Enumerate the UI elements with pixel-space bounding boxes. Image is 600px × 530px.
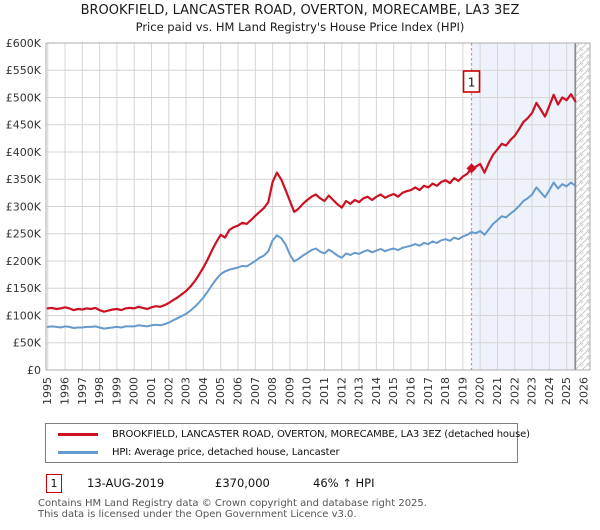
x-tick-label: 2000	[128, 377, 141, 405]
transaction-row[interactable]: 1 13-AUG-2019 £370,000 46% ↑ HPI	[0, 473, 600, 495]
x-tick-label: 2010	[301, 377, 314, 405]
x-tick-label: 2012	[335, 377, 348, 405]
sale-marker[interactable]	[466, 163, 477, 174]
y-tick-label: £350K	[6, 173, 42, 186]
x-tick-label: 2006	[232, 377, 245, 405]
y-tick-label: £450K	[6, 119, 42, 132]
y-tick-label: £150K	[6, 282, 42, 295]
x-tick-label: 2020	[474, 377, 487, 405]
x-tick-label: 2004	[197, 377, 210, 405]
transaction-date: 13-AUG-2019	[87, 476, 165, 490]
footer-line-2: This data is licensed under the Open Gov…	[38, 508, 357, 520]
y-tick-label: £200K	[6, 255, 42, 268]
x-tick-label: 2018	[439, 377, 452, 405]
y-tick-label: £50K	[13, 337, 42, 350]
future-hatch-region	[575, 43, 590, 370]
property-series-line	[46, 93, 577, 313]
x-tick-label: 2017	[422, 377, 435, 405]
x-tick-label: 2001	[145, 377, 158, 405]
y-tick-label: £250K	[6, 228, 42, 241]
annotation-flag-label: 1	[468, 76, 476, 90]
legend: BROOKFIELD, LANCASTER ROAD, OVERTON, MOR…	[45, 423, 530, 463]
x-tick-label: 2024	[543, 377, 556, 405]
x-tick-label: 1999	[110, 377, 123, 405]
annotation-flag-box[interactable]	[462, 70, 481, 93]
x-tick-label: 2019	[456, 377, 469, 405]
x-tick-label: 2025	[560, 377, 573, 405]
x-tick-label: 2026	[577, 377, 590, 405]
x-tick-label: 2013	[353, 377, 366, 405]
transaction-number-badge: 1	[46, 474, 62, 493]
x-tick-label: 2015	[387, 377, 400, 405]
y-tick-label: £500K	[6, 91, 42, 104]
transaction-vs-hpi: 46% ↑ HPI	[313, 476, 375, 490]
legend-item-property: BROOKFIELD, LANCASTER ROAD, OVERTON, MOR…	[46, 427, 530, 442]
x-tick-label: 2014	[370, 377, 383, 405]
x-tick-label: 1995	[41, 377, 54, 405]
x-tick-label: 1997	[76, 377, 89, 405]
footer-line-1: Contains HM Land Registry data © Crown c…	[38, 498, 427, 509]
legend-item-hpi: HPI: Average price, detached house, Lanc…	[46, 445, 517, 460]
y-tick-label: £550K	[6, 64, 42, 77]
x-tick-label: 2023	[526, 377, 539, 405]
transaction-price: £370,000	[215, 476, 270, 490]
x-tick-label: 2011	[318, 377, 331, 405]
x-tick-label: 2008	[266, 377, 279, 405]
y-tick-label: £600K	[6, 37, 42, 50]
license-footer: Contains HM Land Registry data © Crown c…	[38, 498, 598, 520]
x-tick-label: 2002	[162, 377, 175, 405]
y-tick-label: £300K	[6, 200, 42, 213]
x-tick-label: 2003	[180, 377, 193, 405]
legend-label-property: BROOKFIELD, LANCASTER ROAD, OVERTON, MOR…	[112, 428, 530, 440]
y-tick-label: £0	[27, 364, 41, 377]
hpi-series-line	[46, 181, 577, 330]
y-tick-label: £400K	[6, 146, 42, 159]
legend-label-hpi: HPI: Average price, detached house, Lanc…	[112, 446, 340, 458]
x-tick-label: 2016	[404, 377, 417, 405]
x-tick-label: 2009	[283, 377, 296, 405]
y-tick-label: £100K	[6, 309, 42, 322]
x-tick-label: 1996	[59, 377, 72, 405]
x-tick-label: 2005	[214, 377, 227, 405]
x-tick-label: 2007	[249, 377, 262, 405]
x-tick-label: 2022	[508, 377, 521, 405]
x-tick-label: 1998	[93, 377, 106, 405]
plot-border	[45, 42, 591, 371]
x-tick-label: 2021	[491, 377, 504, 405]
property-series-swatch	[58, 432, 98, 436]
chart-title: BROOKFIELD, LANCASTER ROAD, OVERTON, MOR…	[80, 3, 520, 18]
hpi-series-swatch	[58, 450, 98, 454]
chart-subtitle: Price paid vs. HM Land Registry's House …	[135, 20, 465, 34]
price-chart[interactable]: £0 £50K £100K £150K £200K £250K £300K £350K £400…	[0, 0, 600, 415]
